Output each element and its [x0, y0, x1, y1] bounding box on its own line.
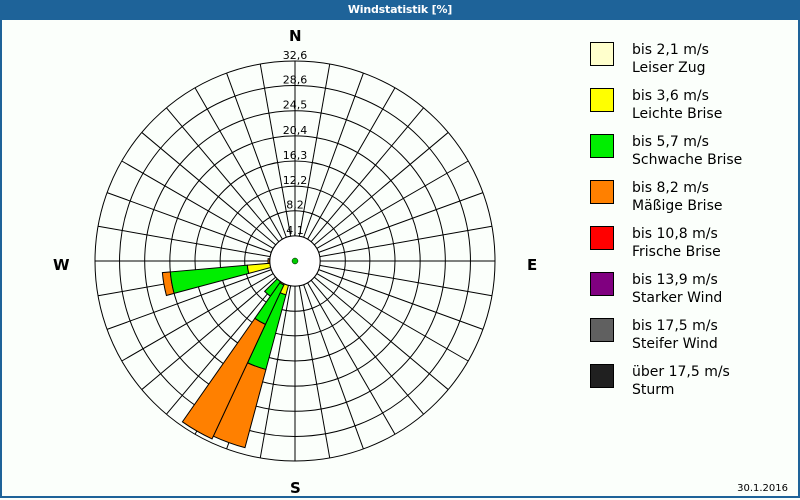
window-title: Windstatistik [%]: [0, 0, 800, 20]
legend-name: Schwache Brise: [632, 152, 743, 168]
legend-swatch: [590, 134, 614, 158]
legend-name: Leiser Zug: [632, 60, 706, 76]
legend-speed: bis 17,5 m/s: [632, 318, 718, 334]
svg-text:20,4: 20,4: [283, 124, 308, 137]
legend-name: Sturm: [632, 382, 675, 398]
compass-north-label: N: [289, 27, 302, 45]
legend-speed: bis 5,7 m/s: [632, 134, 709, 150]
svg-text:12,2: 12,2: [283, 174, 308, 187]
svg-text:32,6: 32,6: [283, 49, 308, 62]
legend-name: Steifer Wind: [632, 336, 718, 352]
legend-speed: bis 3,6 m/s: [632, 88, 709, 104]
legend-speed: bis 13,9 m/s: [632, 272, 718, 288]
legend-speed: über 17,5 m/s: [632, 364, 730, 380]
compass-west-label: W: [53, 256, 70, 274]
legend-swatch: [590, 364, 614, 388]
legend-speed: bis 10,8 m/s: [632, 226, 718, 242]
compass-south-label: S: [290, 479, 301, 497]
legend-speed: bis 8,2 m/s: [632, 180, 709, 196]
legend-name: Mäßige Brise: [632, 198, 723, 214]
legend-swatch: [590, 272, 614, 296]
legend-swatch: [590, 318, 614, 342]
legend-swatch: [590, 226, 614, 250]
svg-text:4,1: 4,1: [286, 224, 304, 237]
svg-text:16,3: 16,3: [283, 149, 308, 162]
legend-speed: bis 2,1 m/s: [632, 42, 709, 58]
legend-swatch: [590, 42, 614, 66]
svg-text:8,2: 8,2: [286, 199, 304, 212]
legend-name: Starker Wind: [632, 290, 723, 306]
svg-text:24,5: 24,5: [283, 99, 308, 112]
legend-swatch: [590, 180, 614, 204]
date-stamp: 30.1.2016: [737, 483, 788, 494]
legend-name: Frische Brise: [632, 244, 721, 260]
compass-east-label: E: [527, 256, 538, 274]
svg-text:28,6: 28,6: [283, 74, 308, 87]
legend-swatch: [590, 88, 614, 112]
legend-name: Leichte Brise: [632, 106, 723, 122]
